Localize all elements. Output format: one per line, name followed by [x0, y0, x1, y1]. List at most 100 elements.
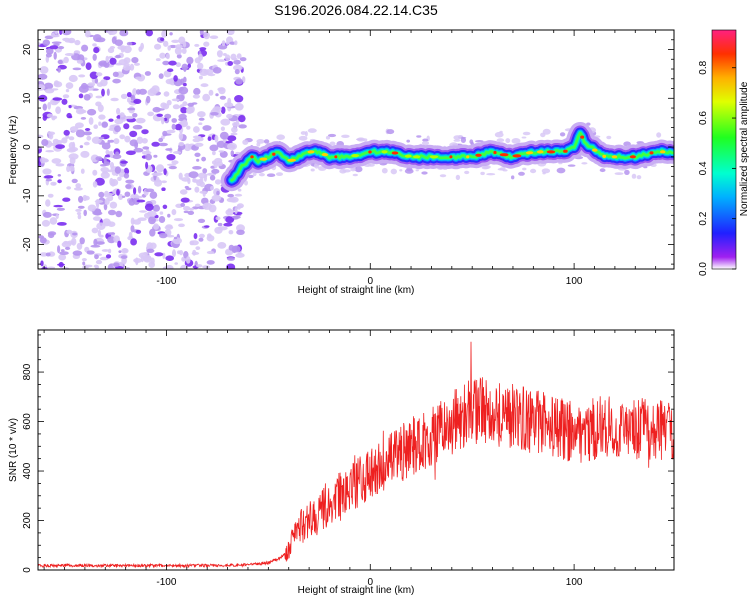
- noise-blob: [121, 195, 126, 198]
- noise-blob: [94, 78, 99, 84]
- noise-blob: [227, 257, 235, 261]
- noise-blob: [234, 193, 243, 197]
- noise-blob: [47, 102, 52, 110]
- noise-blob: [224, 54, 231, 61]
- halo-blob: [475, 140, 484, 143]
- ridge-hotspot: [272, 152, 276, 156]
- noise-blob: [217, 44, 228, 50]
- noise-blob: [211, 168, 220, 174]
- noise-blob: [232, 211, 243, 215]
- noise-blob: [113, 138, 120, 145]
- noise-blob: [94, 254, 99, 260]
- noise-blob: [146, 95, 151, 104]
- noise-blob: [226, 263, 236, 269]
- noise-blob: [216, 190, 220, 196]
- noise-blob: [105, 254, 112, 259]
- noise-blob: [167, 68, 174, 72]
- noise-blob: [69, 147, 79, 152]
- halo-blob: [263, 139, 270, 144]
- noise-blob: [101, 121, 109, 128]
- noise-blob: [208, 89, 214, 96]
- noise-blob: [145, 153, 153, 161]
- noise-blob: [164, 113, 172, 119]
- noise-blob: [216, 50, 223, 58]
- noise-blob: [68, 105, 72, 109]
- noise-blob: [95, 156, 103, 161]
- snr-x-axis-label: Height of straight line (km): [298, 585, 415, 596]
- noise-blob: [166, 99, 172, 106]
- noise-blob: [125, 184, 132, 189]
- noise-blob: [76, 242, 83, 250]
- noise-blob: [116, 189, 120, 196]
- noise-blob: [55, 163, 65, 167]
- colorbar-tick-label: 0.0: [698, 262, 709, 276]
- halo-blob: [486, 173, 496, 176]
- noise-blob: [45, 252, 51, 257]
- noise-blob: [68, 136, 75, 141]
- noise-blob: [165, 255, 174, 261]
- noise-blob: [194, 43, 200, 47]
- noise-blob: [234, 40, 238, 46]
- spectrogram-y-axis-label: Frequency (Hz): [8, 116, 19, 185]
- halo-blob: [327, 133, 337, 138]
- noise-blob: [51, 32, 55, 38]
- noise-blob: [218, 150, 225, 153]
- noise-blob: [139, 210, 147, 213]
- noise-blob: [221, 40, 226, 47]
- noise-blob: [59, 30, 63, 35]
- noise-blob: [53, 34, 60, 38]
- noise-blob: [163, 70, 172, 78]
- noise-blob: [68, 153, 79, 160]
- noise-blob: [232, 121, 240, 127]
- noise-blob: [228, 230, 234, 235]
- noise-blob: [136, 199, 146, 203]
- noise-blob: [127, 107, 136, 111]
- halo-blob: [599, 168, 606, 173]
- noise-blob: [161, 187, 166, 191]
- noise-blob: [181, 48, 187, 54]
- noise-blob: [173, 151, 182, 154]
- halo-blob: [386, 129, 395, 135]
- noise-blob: [113, 262, 120, 267]
- halo-blob: [511, 138, 521, 144]
- halo-blob: [567, 164, 576, 167]
- noise-blob: [125, 150, 136, 156]
- halo-blob: [350, 167, 356, 172]
- x-tick-label: 0: [367, 577, 373, 588]
- noise-blob: [98, 114, 106, 120]
- noise-blob: [84, 128, 91, 131]
- noise-blob: [133, 98, 142, 104]
- noise-blob: [134, 62, 140, 66]
- noise-blob: [75, 129, 85, 138]
- noise-blob: [115, 151, 119, 156]
- spectrogram-x-tick-labels: -100 0 100: [156, 276, 582, 287]
- noise-blob: [198, 233, 205, 239]
- noise-blob: [105, 55, 109, 63]
- halo-blob: [310, 168, 315, 172]
- halo-blob: [481, 165, 490, 170]
- noise-blob: [132, 88, 138, 96]
- noise-blob: [225, 216, 235, 224]
- noise-blob: [178, 132, 184, 141]
- noise-blob: [51, 116, 56, 121]
- noise-blob: [146, 210, 157, 217]
- noise-blob: [116, 107, 121, 115]
- noise-blob: [120, 93, 128, 99]
- noise-blob: [124, 191, 131, 197]
- noise-blob: [125, 179, 135, 184]
- noise-blob: [80, 117, 87, 120]
- halo-blob: [352, 173, 358, 177]
- noise-blob: [40, 260, 44, 267]
- noise-blob: [192, 135, 202, 139]
- noise-blob: [162, 60, 170, 66]
- noise-blob: [173, 236, 178, 240]
- noise-blob: [44, 88, 55, 94]
- noise-blob: [202, 191, 206, 197]
- noise-blob: [159, 211, 164, 215]
- noise-blob: [57, 46, 65, 50]
- noise-blob: [159, 232, 168, 239]
- noise-blob: [212, 150, 216, 156]
- halo-blob: [502, 169, 508, 172]
- snr-y-tick-labels: 0 200 400 600 800: [22, 363, 33, 572]
- noise-blob: [96, 222, 106, 230]
